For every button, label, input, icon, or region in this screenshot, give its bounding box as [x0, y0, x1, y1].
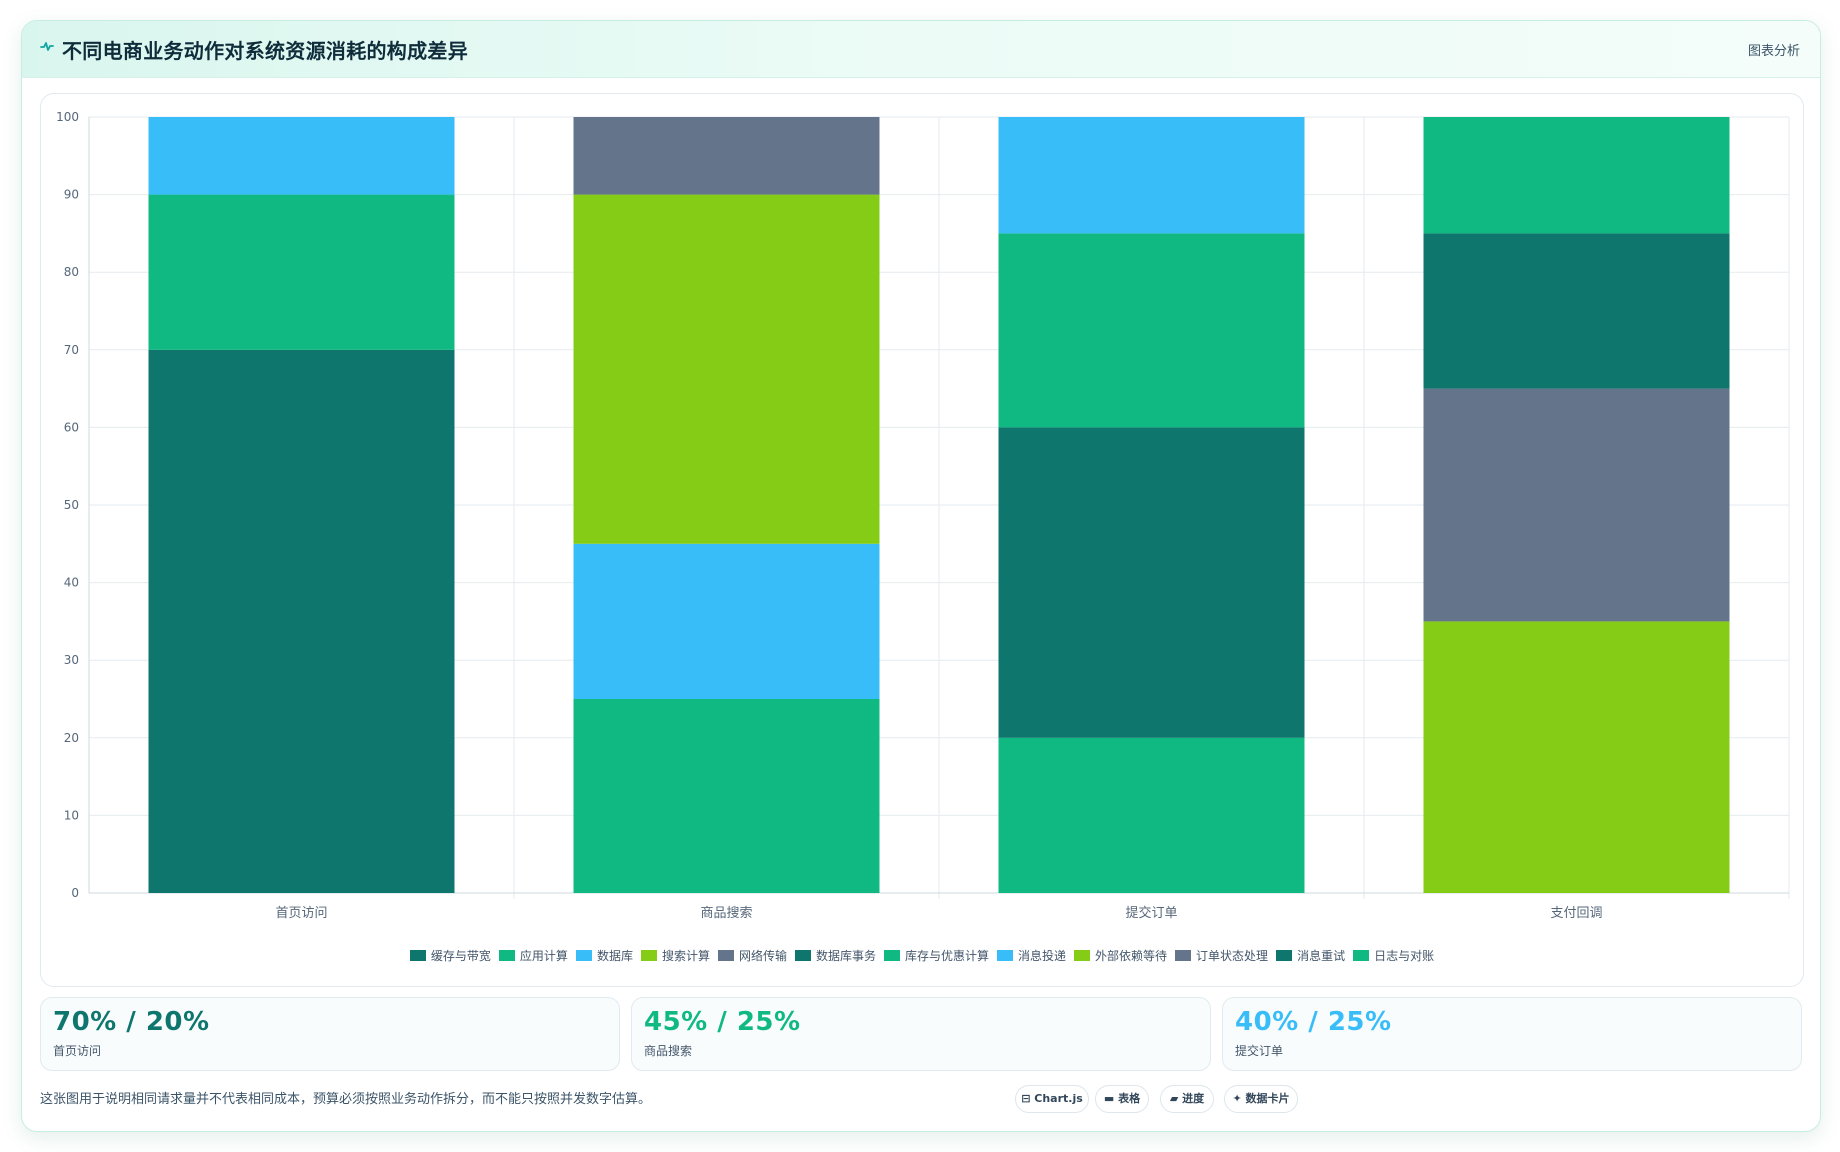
legend-item[interactable]: 消息重试 — [1276, 947, 1345, 964]
y-tick-label: 40 — [64, 576, 79, 590]
stat-card-1: 45% / 25% 商品搜索 — [631, 997, 1211, 1071]
data-card-pill[interactable]: ✦ 数据卡片 — [1224, 1085, 1298, 1113]
legend-swatch — [498, 950, 515, 961]
bar-segment[interactable] — [998, 737, 1305, 893]
legend-label: 应用计算 — [519, 949, 568, 963]
legend-item[interactable]: 数据库 — [575, 947, 633, 964]
y-tick-label: 60 — [64, 420, 79, 434]
legend-swatch — [717, 950, 734, 961]
legend-item[interactable]: 应用计算 — [498, 947, 568, 964]
bar-segment[interactable] — [573, 699, 880, 893]
stat-card-2: 40% / 25% 提交订单 — [1222, 997, 1802, 1071]
pill-label: 进度 — [1182, 1092, 1205, 1105]
legend-label: 外部依赖等待 — [1095, 949, 1168, 963]
bar-segment[interactable] — [1423, 117, 1730, 234]
bar-segment[interactable] — [573, 543, 880, 699]
legend-item[interactable]: 订单状态处理 — [1175, 947, 1268, 964]
legend-swatch — [1074, 950, 1091, 961]
legend-label: 搜索计算 — [661, 949, 710, 963]
pulse-icon — [40, 42, 54, 51]
legend-swatch — [1175, 950, 1192, 961]
bar-segment[interactable] — [998, 427, 1305, 738]
bar-segment[interactable] — [148, 349, 455, 893]
bar-segment[interactable] — [148, 194, 455, 350]
chart-card: 0 10 20 30 40 50 60 70 80 90 100 首页访问 商品搜索 提交订单 支付回调 缓… — [40, 93, 1804, 987]
chart-legend: 缓存与带宽 应用计算 数据库 搜索计算 网络传输 数据库事务 库存与优惠计算 消息投递 外部依赖… — [41, 947, 1803, 964]
progress-icon: ▰ — [1169, 1092, 1179, 1105]
bar-segment[interactable] — [998, 117, 1305, 234]
legend-label: 数据库 — [596, 949, 633, 963]
y-tick-label: 10 — [64, 808, 79, 822]
bar-segment[interactable] — [998, 233, 1305, 428]
stat-value-2: 40% / 25% — [1235, 1007, 1392, 1037]
panel-header: 不同电商业务动作对系统资源消耗的构成差异 图表分析 — [22, 21, 1820, 78]
chart-panel: 不同电商业务动作对系统资源消耗的构成差异 图表分析 0 10 20 30 40 50 60 7… — [21, 20, 1821, 1132]
pill-label: 表格 — [1118, 1092, 1141, 1105]
legend-label: 消息重试 — [1297, 949, 1346, 963]
bar-segment[interactable] — [1423, 621, 1730, 893]
bar-segment[interactable] — [573, 117, 880, 195]
bar-segment[interactable] — [1423, 233, 1730, 389]
legend-item[interactable]: 消息投递 — [997, 947, 1066, 964]
x-tick-label: 商品搜索 — [700, 906, 752, 921]
x-tick-label: 首页访问 — [275, 906, 327, 921]
legend-swatch — [794, 950, 811, 961]
legend-swatch — [1276, 950, 1293, 961]
stat-value-0: 70% / 20% — [53, 1007, 210, 1037]
stat-card-0: 70% / 20% 首页访问 — [40, 997, 620, 1071]
chartjs-pill[interactable]: ⊟ Chart.js — [1015, 1085, 1089, 1113]
legend-item[interactable]: 库存与优惠计算 — [884, 947, 989, 964]
legend-label: 缓存与带宽 — [430, 949, 491, 963]
y-tick-label: 70 — [64, 343, 79, 357]
y-tick-label: 90 — [64, 188, 79, 202]
legend-swatch — [884, 950, 900, 961]
legend-item[interactable]: 数据库事务 — [794, 947, 876, 964]
legend-item[interactable]: 网络传输 — [717, 947, 787, 964]
bar-segment[interactable] — [1423, 388, 1730, 622]
progress-pill[interactable]: ▰ 进度 — [1160, 1085, 1214, 1113]
legend-swatch — [575, 950, 592, 961]
stat-value-1: 45% / 25% — [644, 1007, 801, 1037]
legend-swatch — [409, 950, 426, 961]
y-tick-label: 100 — [56, 110, 79, 124]
pill-label: Chart.js — [1034, 1092, 1083, 1105]
bar-segment[interactable] — [573, 194, 880, 544]
legend-label: 日志与对账 — [1374, 949, 1435, 963]
pill-label: 数据卡片 — [1245, 1092, 1290, 1105]
legend-item[interactable]: 搜索计算 — [640, 947, 710, 964]
x-tick-label: 提交订单 — [1125, 905, 1177, 921]
chart-analysis-tag[interactable]: 图表分析 — [1747, 44, 1800, 59]
y-tick-label: 80 — [64, 265, 79, 279]
legend-label: 消息投递 — [1018, 949, 1067, 963]
y-tick-label: 50 — [64, 498, 79, 512]
y-tick-label: 0 — [71, 886, 79, 900]
bar-segment[interactable] — [148, 117, 455, 195]
y-tick-label: 20 — [64, 731, 79, 745]
sparkle-icon: ✦ — [1232, 1092, 1242, 1105]
legend-label: 库存与优惠计算 — [905, 949, 990, 963]
y-tick-label: 30 — [64, 653, 79, 667]
legend-item[interactable]: 日志与对账 — [1353, 947, 1434, 964]
stat-label-1: 商品搜索 — [644, 1044, 693, 1058]
stat-label-2: 提交订单 — [1235, 1044, 1284, 1058]
legend-label: 数据库事务 — [815, 949, 876, 963]
stat-label-0: 首页访问 — [53, 1044, 102, 1058]
chart-icon: ⊟ — [1021, 1092, 1031, 1105]
legend-label: 订单状态处理 — [1196, 949, 1269, 963]
page-title: 不同电商业务动作对系统资源消耗的构成差异 — [62, 39, 468, 63]
legend-item[interactable]: 缓存与带宽 — [409, 947, 491, 964]
legend-swatch — [640, 950, 657, 961]
x-tick-label: 支付回调 — [1550, 906, 1602, 921]
legend-item[interactable]: 外部依赖等待 — [1074, 947, 1167, 964]
legend-swatch — [1353, 950, 1370, 961]
footer-note: 这张图用于说明相同请求量并不代表相同成本，预算必须按照业务动作拆分，而不能只按照… — [40, 1092, 652, 1107]
table-pill[interactable]: ▬ 表格 — [1095, 1085, 1149, 1113]
stacked-bar-chart: 0 10 20 30 40 50 60 70 80 90 100 首页访问 商品搜索 提交订单 支付回调 — [56, 110, 1790, 921]
table-icon: ▬ — [1103, 1092, 1115, 1105]
legend-swatch — [997, 950, 1014, 961]
legend-label: 网络传输 — [738, 949, 787, 963]
